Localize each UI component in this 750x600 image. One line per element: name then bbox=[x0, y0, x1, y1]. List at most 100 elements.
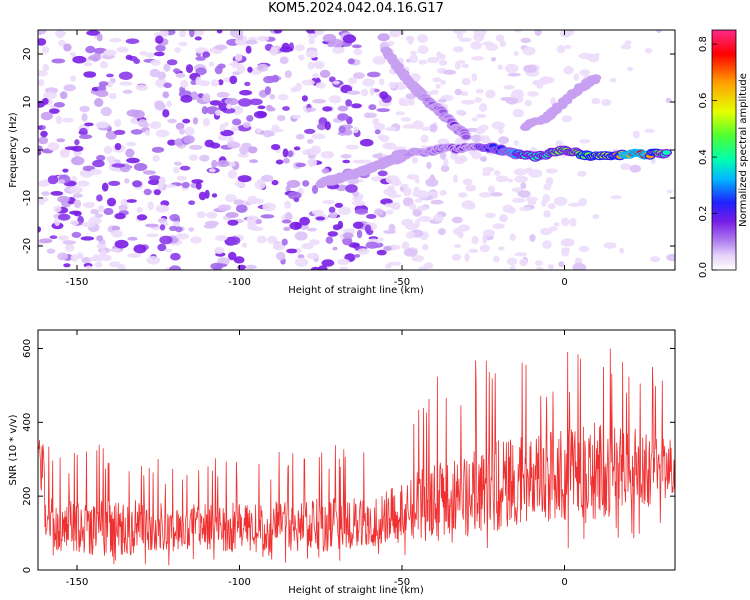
noise-cell bbox=[311, 209, 324, 216]
noise-cell bbox=[322, 33, 337, 43]
noise-cell bbox=[518, 190, 531, 198]
noise-cell bbox=[242, 122, 251, 128]
noise-cell bbox=[236, 204, 248, 213]
noise-cell bbox=[295, 82, 302, 92]
noise-cell bbox=[59, 91, 68, 100]
noise-cell bbox=[40, 111, 53, 121]
noise-cell bbox=[287, 150, 294, 158]
noise-cell bbox=[245, 264, 257, 270]
noise-cell bbox=[202, 93, 211, 103]
noise-cell bbox=[377, 33, 390, 42]
noise-cell bbox=[249, 98, 263, 106]
noise-cell bbox=[126, 141, 137, 147]
noise-cell bbox=[42, 64, 50, 71]
colorbar-scale bbox=[711, 29, 737, 271]
noise-cell bbox=[274, 30, 282, 34]
noise-cell bbox=[114, 239, 129, 249]
noise-cell bbox=[337, 206, 352, 215]
noise-cell bbox=[204, 139, 215, 148]
noise-cell bbox=[42, 46, 50, 54]
noise-cell bbox=[58, 235, 69, 241]
noise-cell bbox=[520, 37, 531, 44]
noise-cell bbox=[485, 89, 496, 99]
noise-cell bbox=[312, 98, 326, 104]
noise-cell bbox=[57, 252, 68, 261]
noise-cell bbox=[208, 61, 215, 67]
noise-cell bbox=[342, 236, 353, 246]
noise-cell bbox=[555, 140, 564, 148]
noise-cell bbox=[312, 72, 320, 79]
noise-cell bbox=[62, 117, 74, 123]
noise-cell bbox=[47, 142, 60, 151]
snr-y-label: SNR (10 * v/v) bbox=[8, 414, 19, 485]
noise-cell bbox=[367, 71, 381, 78]
noise-cell bbox=[408, 99, 415, 106]
noise-cell bbox=[42, 97, 49, 105]
noise-cell bbox=[332, 46, 345, 54]
noise-cell bbox=[189, 30, 195, 38]
noise-cell bbox=[150, 59, 161, 66]
noise-cell bbox=[139, 51, 148, 56]
noise-cell bbox=[512, 197, 526, 203]
noise-cell bbox=[239, 89, 253, 96]
snr-panel: -150 -100 -50 0 0 200 400 600 Height of straigh… bbox=[8, 329, 676, 596]
noise-cell bbox=[509, 233, 516, 241]
noise-cell bbox=[385, 175, 400, 185]
noise-cell bbox=[85, 46, 96, 54]
noise-cell bbox=[316, 123, 327, 131]
noise-cell bbox=[226, 103, 232, 110]
noise-cell bbox=[64, 244, 75, 252]
noise-cell bbox=[260, 214, 275, 219]
noise-cell bbox=[644, 128, 656, 133]
noise-cell bbox=[406, 174, 419, 180]
noise-cell bbox=[353, 126, 359, 134]
noise-cell bbox=[194, 36, 202, 41]
noise-cell bbox=[276, 251, 286, 261]
noise-cell bbox=[261, 174, 274, 182]
noise-cell bbox=[38, 125, 43, 130]
noise-cell bbox=[294, 231, 308, 241]
noise-cell bbox=[210, 79, 220, 87]
noise-cell bbox=[70, 254, 79, 262]
noise-cell bbox=[454, 158, 465, 165]
noise-cell bbox=[301, 243, 314, 250]
noise-cell bbox=[535, 266, 544, 270]
noise-cell bbox=[77, 180, 90, 187]
colorbar-tick-label: 0.0 bbox=[698, 262, 709, 278]
noise-cell bbox=[458, 192, 468, 198]
noise-cell bbox=[547, 203, 556, 210]
noise-cell bbox=[479, 244, 490, 253]
noise-cell bbox=[561, 248, 570, 257]
noise-cell bbox=[579, 139, 591, 144]
noise-cell bbox=[38, 226, 42, 233]
noise-cell bbox=[418, 59, 428, 65]
noise-cell bbox=[385, 189, 397, 196]
noise-cell bbox=[96, 154, 106, 162]
noise-cell bbox=[342, 159, 351, 164]
noise-cell bbox=[162, 109, 170, 118]
noise-cell bbox=[468, 149, 477, 156]
noise-cell bbox=[471, 117, 478, 122]
y-tick-label: 20 bbox=[22, 48, 33, 61]
noise-cell bbox=[345, 144, 360, 150]
noise-cell bbox=[262, 202, 276, 212]
noise-cell bbox=[114, 119, 122, 127]
noise-cell bbox=[247, 146, 258, 154]
noise-cell bbox=[301, 79, 315, 86]
noise-cell bbox=[231, 60, 239, 69]
noise-cell bbox=[498, 136, 510, 145]
noise-cell bbox=[135, 84, 148, 91]
noise-cell bbox=[328, 206, 336, 213]
noise-cell bbox=[294, 222, 301, 230]
noise-cell bbox=[578, 245, 590, 252]
noise-cell bbox=[520, 182, 527, 190]
noise-cell bbox=[471, 235, 479, 245]
x-tick-label: 0 bbox=[561, 277, 567, 288]
noise-cell bbox=[97, 84, 107, 92]
noise-cell bbox=[165, 248, 172, 253]
noise-cell bbox=[38, 38, 47, 46]
trace-core bbox=[591, 75, 600, 81]
noise-cell bbox=[629, 164, 641, 173]
noise-cell bbox=[479, 192, 492, 198]
